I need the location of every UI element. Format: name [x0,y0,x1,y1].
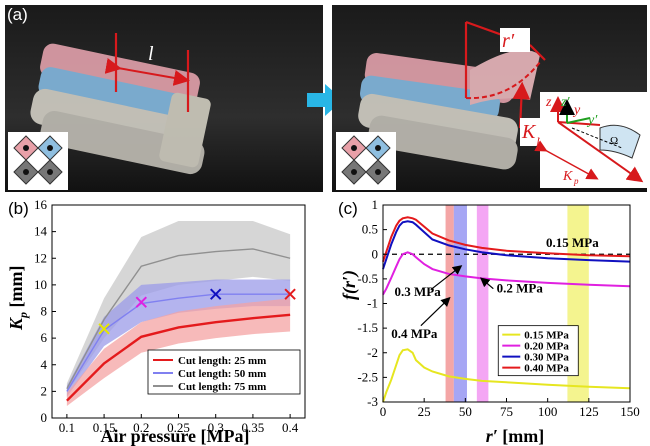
series-line-1 [382,251,631,296]
x-tick-label: 75 [500,404,513,419]
legend-label-1: 0.20 MPa [524,341,569,353]
panel-b: (b) 0.1 0.15 0.2 0.25 0.3 0.35 0.4 0 2 4 6 8 10 12 14 1… [6,197,306,446]
inset-kp: K [562,169,573,184]
series-line-2 [382,220,631,270]
chart-kp-vs-pressure: 0.1 0.15 0.2 0.25 0.3 0.35 0.4 0 2 4 6 8 10 12 14 16 Cut… [34,197,306,435]
y-tick-label: 0 [41,410,48,425]
y-tick-label: -1.5 [357,320,378,335]
arrow-0-4 [420,296,451,327]
x-tick-label: 0.35 [242,420,265,435]
inset-y-prime: y′ [586,113,598,128]
series-line-0 [382,348,631,403]
marker-stroke [209,288,222,300]
coordinate-inset: z′ z y′ y Ω K p x [534,92,647,188]
panel-c-xlabel: r′ [mm] [486,426,545,446]
photo-left: l (a) [5,5,323,192]
legend-label-0: 0.15 MPa [524,330,569,342]
x-tick-label: 0.3 [208,420,224,435]
y-tick-label: 1 [372,197,379,212]
y-tick-label: -2 [367,345,378,360]
y-tick-label: -1 [367,296,378,311]
marker-stroke [135,296,148,308]
legend-label-3: 0.40 MPa [524,363,569,375]
pressure-band-0 [445,205,454,402]
marker-x-2 [209,288,222,300]
band-1 [66,279,291,397]
y-tick-label: 10 [34,277,47,292]
inset-x: x [632,169,640,184]
length-annotation: l [104,33,190,112]
x-tick-label: 150 [620,404,640,419]
band-0 [66,298,291,407]
inset-omega: Ω [610,135,618,147]
length-label: l [148,43,154,65]
x-tick-label: 0.25 [167,420,190,435]
y-tick-label: -3 [367,394,378,409]
x-tick-label: 50 [459,404,472,419]
inset-y: y [572,103,581,118]
y-tick-label: 12 [34,250,47,265]
panel-b-letter: (b) [8,199,29,218]
y-tick-label: 4 [41,357,48,372]
series-line-0 [66,313,291,402]
x-tick-label: 0.4 [282,420,299,435]
inset-z-prime: z′ [560,95,570,110]
panel-a-letter: (a) [7,5,28,24]
panel-c-letter: (c) [338,199,358,218]
bending-annotation: r′ K p [464,20,548,146]
series-line-2 [66,248,291,390]
x-tick-label: 125 [579,404,599,419]
x-tick-label: 0.15 [93,420,116,435]
panel-c: (c) 0 25 50 75 100 125 150-3-2.5-2-1.5-1-0.500… [338,197,640,446]
chart-f-r-prime: 0 25 50 75 100 125 150 -3 -2.5 -2 -1.5 -1 -0.5 0 0.5 1 0… [357,197,639,419]
cross-section-icon [8,132,68,190]
inset-z: z [545,95,552,110]
x-tick-label: 0.2 [133,420,149,435]
panel-c-ylabel: f(r′) [339,270,360,300]
annotation-0-4: 0.4 MPa [391,326,438,341]
x-tick-label: 100 [538,404,558,419]
cross-section-icon-right [336,132,396,190]
legend-label-1: Cut length: 50 mm [178,368,266,380]
inset-kp-sub: p [573,176,579,186]
arrow-0-3 [430,265,463,291]
legend-label-2: 0.30 MPa [524,352,569,364]
y-tick-label: 0.5 [362,222,378,237]
kp-label: K [521,121,537,143]
annotation-0-2: 0.2 MPa [497,281,544,296]
pressure-band-1 [453,205,467,402]
series-line-3 [382,216,631,262]
annotation-0-3: 0.3 MPa [395,284,442,299]
marker-x-0 [98,323,110,335]
marker-x-3 [284,288,296,300]
kp-label-sub: p [536,132,543,146]
legend-label-0: Cut length: 25 mm [178,355,266,367]
y-tick-label: 2 [41,383,48,398]
pressure-band-2 [476,205,489,402]
y-tick-label: 0 [372,246,379,261]
band-2 [66,220,291,393]
x-tick-label: 0 [380,404,387,419]
legend-label-2: Cut length: 75 mm [178,381,266,393]
photo-right: r′ K p z′ z y′ y Ω K [332,5,647,192]
y-tick-label: 14 [34,224,48,239]
radius-label: r′ [502,30,515,52]
panel-a: l (a) [5,5,647,192]
y-tick-label: 6 [41,330,48,345]
annotation-0-15: 0.15 MPa [546,235,599,250]
panel-b-xlabel: Air pressure [MPa] [101,426,250,446]
panel-b-ylabel: Kp [mm] [6,266,30,332]
y-tick-label: 8 [41,304,48,319]
y-tick-label: -0.5 [357,271,378,286]
legend-box [147,349,301,395]
y-tick-label: 16 [34,197,48,212]
x-tick-label: 25 [418,404,431,419]
marker-x-1 [135,296,148,308]
x-tick-label: 0.1 [59,420,75,435]
y-tick-label: -2.5 [357,369,378,384]
arrow-0-2 [479,277,494,290]
marker-stroke [284,288,296,300]
marker-stroke [98,323,110,335]
